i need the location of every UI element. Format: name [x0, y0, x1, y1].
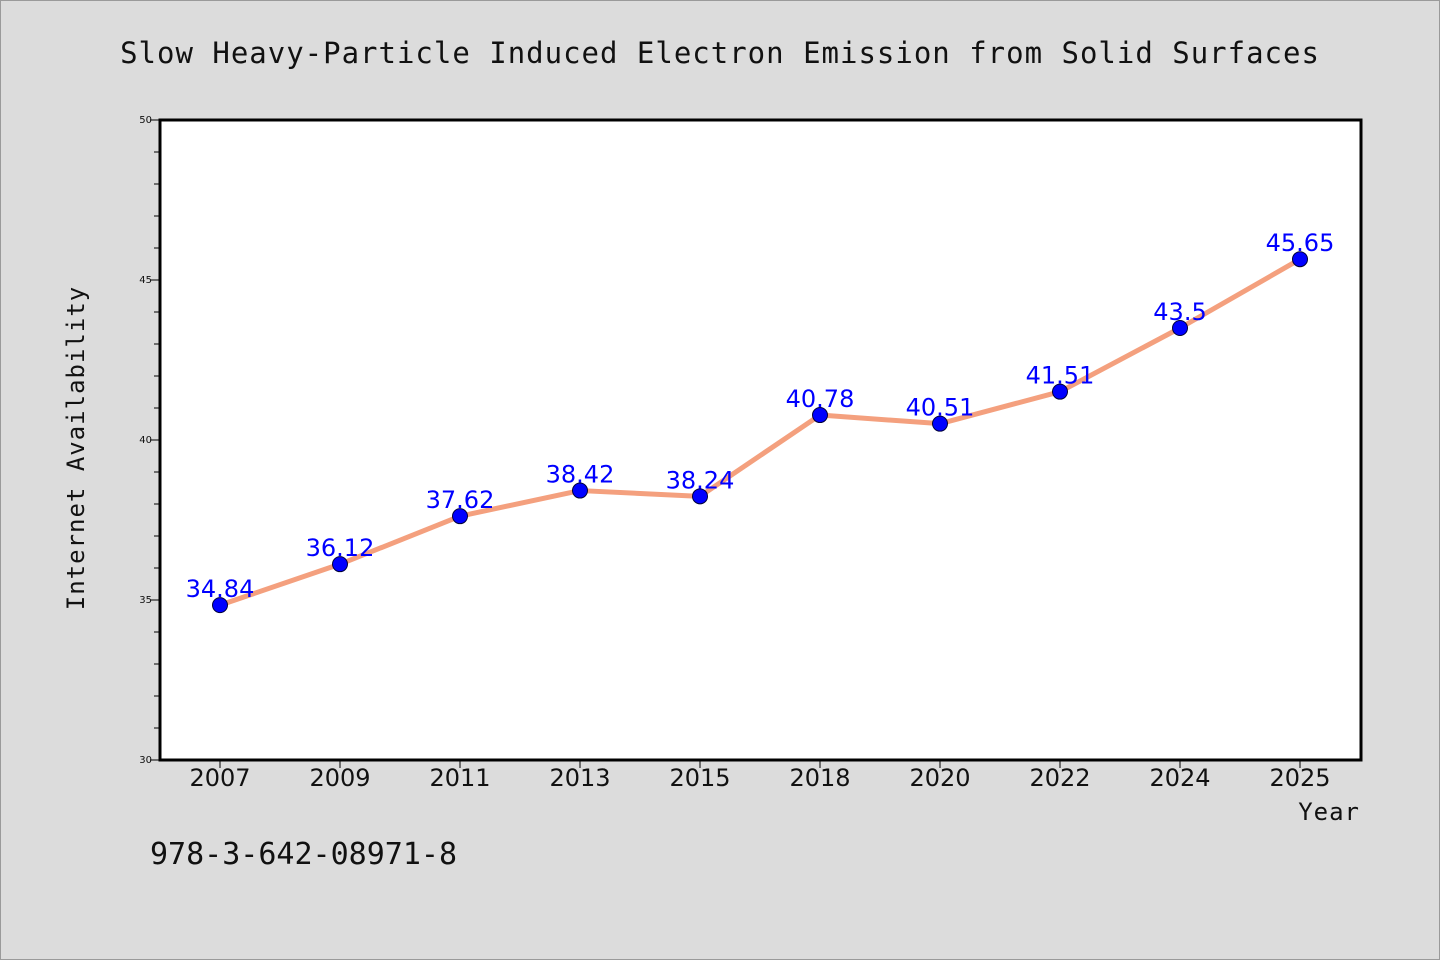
y-tick-label: 40 — [139, 435, 152, 446]
x-tick-label: 2009 — [309, 764, 370, 792]
data-labels: 34.84 36.12 37.62 38.42 38.24 40.78 40.51 41.51… — [186, 229, 1335, 603]
data-label: 36.12 — [306, 534, 375, 562]
y-tick-label: 30 — [139, 755, 152, 766]
data-label: 34.84 — [186, 575, 255, 603]
data-point — [212, 597, 228, 614]
data-point — [1292, 251, 1308, 268]
data-point — [452, 508, 468, 525]
x-tick-label: 2022 — [1029, 764, 1090, 792]
x-tick-label: 2011 — [429, 764, 490, 792]
y-tick-label: 35 — [139, 595, 152, 606]
data-point — [812, 407, 828, 424]
data-label: 40.78 — [786, 385, 855, 413]
data-point — [1052, 383, 1068, 400]
data-label: 38.42 — [546, 461, 615, 489]
x-tick-label: 2025 — [1269, 764, 1330, 792]
x-tick-label: 2018 — [789, 764, 850, 792]
plot-area — [158, 118, 1363, 762]
data-label: 45.65 — [1266, 229, 1335, 257]
data-label: 38.24 — [666, 466, 735, 494]
data-point — [332, 556, 348, 573]
y-tick-label: 50 — [139, 115, 152, 126]
series-line — [219, 257, 1302, 608]
data-point — [1172, 320, 1188, 336]
x-tick-label: 2013 — [549, 764, 610, 792]
data-label: 43.5 — [1153, 298, 1206, 326]
y-tick-label: 45 — [139, 275, 152, 286]
y-axis-label: Internet Availability — [62, 286, 90, 610]
x-tick-label: 2015 — [669, 764, 730, 792]
data-label: 37.62 — [426, 486, 495, 514]
data-point — [932, 415, 948, 432]
chart-title: Slow Heavy-Particle Induced Electron Emi… — [120, 36, 1320, 70]
x-tick-label: 2020 — [909, 764, 970, 792]
x-axis: 2007 2009 2011 2013 2015 2018 2020 2022 2024 2025 — [189, 760, 1331, 792]
data-markers — [212, 251, 1308, 614]
data-point — [692, 488, 708, 505]
y-axis: 30 35 40 45 50 — [139, 115, 160, 766]
data-label: 40.51 — [906, 394, 975, 422]
x-tick-label: 2007 — [189, 764, 250, 792]
isbn-text: 978-3-642-08971-8 — [150, 837, 457, 872]
x-axis-label: Year — [1298, 798, 1360, 826]
data-label: 41.51 — [1026, 362, 1095, 390]
data-point — [572, 482, 588, 499]
x-tick-label: 2024 — [1149, 764, 1210, 792]
